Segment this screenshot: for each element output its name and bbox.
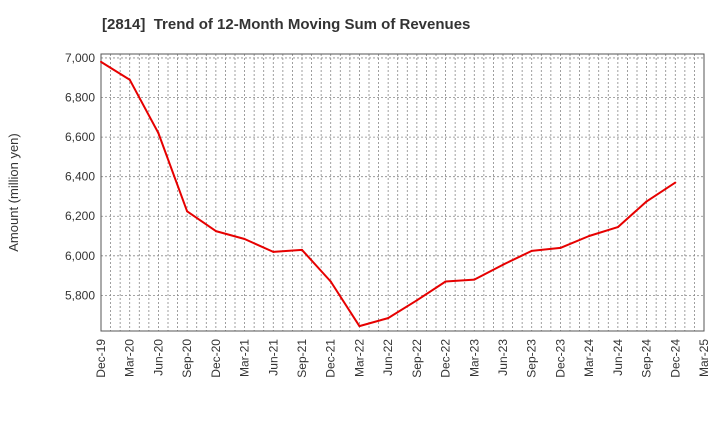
x-tick-label: Mar-24: [582, 339, 596, 377]
data-point: [530, 249, 533, 252]
x-tick-label: Sep-23: [525, 339, 539, 378]
data-point: [358, 325, 361, 328]
y-tick-label: 6,800: [65, 91, 95, 105]
data-point: [157, 132, 160, 135]
x-tick-label: Jun-24: [611, 339, 625, 376]
data-point: [329, 280, 332, 283]
data-point: [444, 280, 447, 283]
data-point: [100, 60, 102, 63]
x-tick-label: Jun-22: [381, 339, 395, 376]
x-tick-label: Dec-21: [324, 339, 338, 378]
data-point: [186, 210, 189, 213]
x-tick-label: Dec-24: [668, 339, 682, 378]
x-tick-label: Mar-25: [697, 339, 711, 377]
y-axis-title: Amount (million yen): [6, 133, 21, 252]
data-point: [645, 200, 648, 203]
data-point: [588, 235, 591, 238]
x-tick-label: Sep-24: [640, 339, 654, 378]
x-tick-label: Dec-23: [553, 339, 567, 378]
y-tick-label: 6,600: [65, 130, 95, 144]
chart-title: [2814] Trend of 12-Month Moving Sum of R…: [102, 16, 471, 33]
x-tick-label: Mar-23: [467, 339, 481, 377]
data-point: [473, 278, 476, 281]
tick-layer: 5,800 6,000 6,200 6,400 6,600 6,800 7,000 Dec-1…: [65, 51, 711, 378]
data-point: [502, 263, 504, 266]
y-tick-label: 5,800: [65, 288, 95, 302]
x-tick-label: Dec-22: [439, 339, 453, 378]
y-tick-label: 6,000: [65, 249, 95, 263]
grid-layer: [101, 54, 704, 331]
data-point: [301, 248, 303, 251]
y-tick-label: 6,400: [65, 170, 95, 184]
x-tick-label: Sep-21: [295, 339, 309, 378]
y-tick-label: 7,000: [65, 51, 95, 65]
x-tick-label: Sep-20: [180, 339, 194, 378]
y-tick-label: 6,200: [65, 209, 95, 223]
x-tick-label: Mar-21: [238, 339, 252, 377]
series-layer: [100, 60, 677, 328]
data-point: [415, 299, 418, 302]
data-point: [559, 246, 562, 249]
x-tick-label: Sep-22: [410, 339, 424, 378]
x-tick-label: Dec-20: [209, 339, 223, 378]
data-point: [128, 78, 131, 81]
x-tick-label: Mar-20: [123, 339, 137, 377]
data-point: [674, 181, 677, 184]
data-point: [272, 250, 275, 253]
data-point: [616, 226, 619, 229]
data-point: [214, 230, 217, 233]
x-tick-label: Dec-19: [94, 339, 108, 378]
x-tick-label: Jun-23: [496, 339, 510, 376]
x-tick-label: Jun-20: [151, 339, 165, 376]
x-tick-label: Mar-22: [352, 339, 366, 377]
plot-area-frame: [100, 53, 705, 332]
x-tick-label: Jun-21: [266, 339, 280, 376]
data-point: [243, 237, 246, 240]
data-point: [387, 317, 390, 320]
